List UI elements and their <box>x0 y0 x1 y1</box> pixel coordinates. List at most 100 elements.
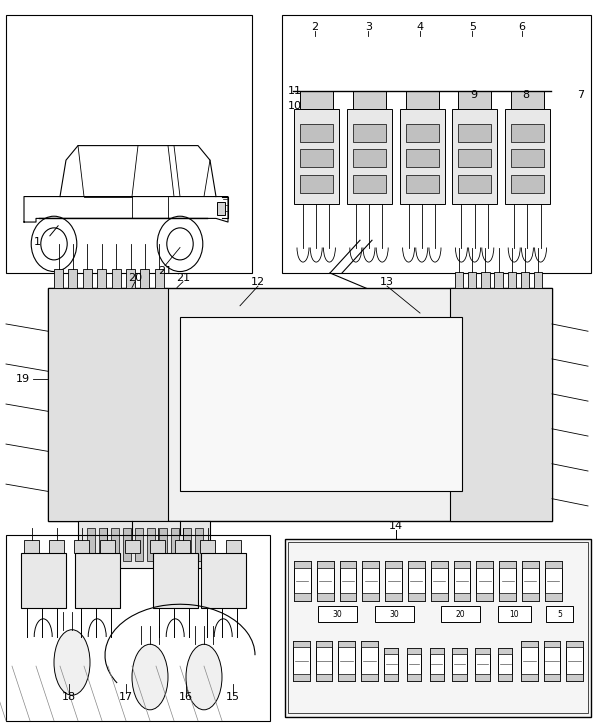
Bar <box>499 561 516 601</box>
Bar <box>100 540 115 553</box>
Bar <box>475 648 490 654</box>
Bar <box>316 641 332 647</box>
Bar <box>545 561 562 568</box>
Bar <box>511 175 544 193</box>
Bar <box>74 540 89 553</box>
Bar <box>195 528 203 561</box>
Circle shape <box>211 365 221 377</box>
Bar <box>455 272 463 288</box>
Bar <box>476 561 493 568</box>
Text: 30: 30 <box>389 610 400 619</box>
Bar <box>508 272 516 288</box>
Bar <box>338 641 355 647</box>
Bar <box>316 641 332 681</box>
Bar <box>430 648 444 681</box>
Bar <box>431 593 448 601</box>
Bar <box>476 593 493 601</box>
Bar <box>353 91 386 109</box>
Bar <box>300 175 333 193</box>
Bar <box>385 561 402 568</box>
Bar <box>318 606 357 622</box>
Bar <box>545 561 562 601</box>
Bar <box>452 674 467 681</box>
Bar <box>511 149 544 167</box>
Bar <box>498 648 512 681</box>
Bar <box>362 593 379 601</box>
Bar <box>293 641 310 647</box>
Bar <box>294 109 339 204</box>
Bar <box>384 648 398 681</box>
Bar <box>566 641 583 647</box>
Bar <box>499 593 516 601</box>
Bar <box>75 553 120 608</box>
Bar <box>521 272 529 288</box>
Circle shape <box>211 438 221 450</box>
Bar <box>293 641 310 681</box>
Bar <box>521 641 538 647</box>
Bar <box>317 593 334 601</box>
Ellipse shape <box>186 644 222 710</box>
Bar <box>300 91 333 109</box>
Bar <box>353 175 386 193</box>
Bar <box>406 175 439 193</box>
Text: 18: 18 <box>62 692 76 703</box>
Bar <box>68 269 77 288</box>
Bar <box>294 561 311 601</box>
Text: 3: 3 <box>365 22 372 32</box>
Bar <box>430 648 444 654</box>
Bar <box>430 674 444 681</box>
Circle shape <box>295 438 305 450</box>
Bar <box>340 561 356 601</box>
Bar <box>226 540 241 553</box>
Bar <box>340 561 356 568</box>
Bar <box>458 124 491 142</box>
Bar <box>498 648 512 654</box>
Text: 11: 11 <box>288 86 302 96</box>
Bar <box>521 674 538 681</box>
Text: 21: 21 <box>176 273 190 283</box>
Text: 20: 20 <box>128 273 142 283</box>
Text: 12: 12 <box>251 277 265 288</box>
Bar <box>300 149 333 167</box>
Bar <box>6 15 252 273</box>
Bar <box>475 648 490 681</box>
Bar <box>347 109 392 204</box>
Bar <box>476 561 493 601</box>
Bar <box>125 540 140 553</box>
Bar <box>99 528 107 561</box>
Bar <box>78 521 210 568</box>
Text: 10: 10 <box>288 100 302 111</box>
Text: 2: 2 <box>311 22 319 32</box>
Bar <box>468 272 476 288</box>
Bar <box>566 674 583 681</box>
Bar <box>511 91 544 109</box>
Bar <box>200 540 215 553</box>
Text: 7: 7 <box>577 90 584 100</box>
Bar <box>498 606 531 622</box>
Bar <box>408 561 425 601</box>
Bar <box>49 540 64 553</box>
Bar <box>24 540 39 553</box>
Bar <box>112 269 121 288</box>
Bar <box>353 124 386 142</box>
Bar <box>54 269 63 288</box>
Bar <box>180 317 462 491</box>
Bar <box>454 561 470 568</box>
Text: 6: 6 <box>518 22 526 32</box>
Bar <box>48 288 168 521</box>
Bar <box>217 202 225 215</box>
Ellipse shape <box>132 644 168 710</box>
Bar <box>159 528 167 561</box>
Bar <box>452 109 497 204</box>
Ellipse shape <box>54 630 90 695</box>
Text: 10: 10 <box>509 610 520 619</box>
Text: 21: 21 <box>158 266 172 276</box>
Bar <box>135 528 143 561</box>
Bar <box>384 674 398 681</box>
Bar <box>544 674 560 681</box>
Bar <box>48 288 552 521</box>
Bar <box>384 648 398 654</box>
Bar <box>511 124 544 142</box>
Bar <box>450 288 552 521</box>
Text: 15: 15 <box>226 692 240 703</box>
